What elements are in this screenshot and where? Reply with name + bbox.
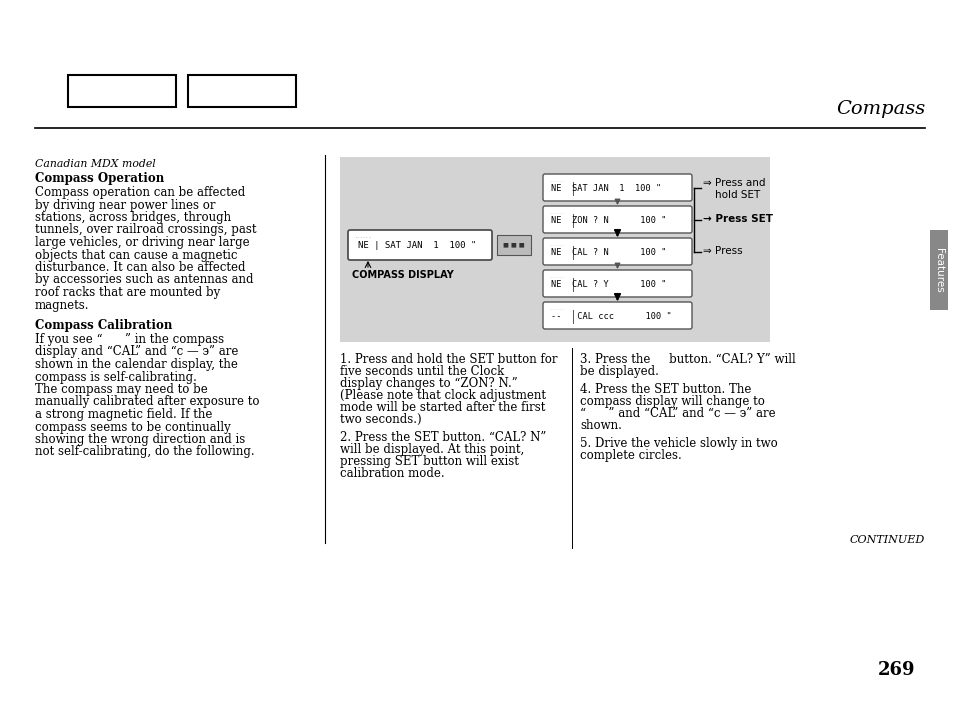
Text: by driving near power lines or: by driving near power lines or <box>35 199 215 212</box>
Text: manually calibrated after exposure to: manually calibrated after exposure to <box>35 395 259 408</box>
Text: compass seems to be continually: compass seems to be continually <box>35 420 231 434</box>
Text: showing the wrong direction and is: showing the wrong direction and is <box>35 433 245 446</box>
Bar <box>188 75 295 107</box>
Text: compass display will change to: compass display will change to <box>579 395 764 408</box>
Text: Canadian MDX model: Canadian MDX model <box>35 159 155 169</box>
Text: pressing SET button will exist: pressing SET button will exist <box>339 455 518 468</box>
Text: compass is self-calibrating.: compass is self-calibrating. <box>35 371 196 383</box>
Text: Compass Calibration: Compass Calibration <box>35 319 172 332</box>
Text: Compass Operation: Compass Operation <box>35 172 164 185</box>
FancyBboxPatch shape <box>542 270 691 297</box>
Text: (Please note that clock adjustment: (Please note that clock adjustment <box>339 389 545 402</box>
FancyBboxPatch shape <box>542 302 691 329</box>
Text: by accessories such as antennas and: by accessories such as antennas and <box>35 273 253 287</box>
FancyBboxPatch shape <box>348 230 492 260</box>
Bar <box>339 157 769 342</box>
Text: CONTINUED: CONTINUED <box>849 535 924 545</box>
Text: display and “CAL” and “с — э” are: display and “CAL” and “с — э” are <box>35 346 238 359</box>
Bar <box>929 230 947 310</box>
Text: ------: ------ <box>548 307 564 311</box>
Text: 269: 269 <box>877 661 914 679</box>
Text: objects that can cause a magnetic: objects that can cause a magnetic <box>35 248 237 261</box>
Text: shown.: shown. <box>579 419 621 432</box>
Text: ⇒ Press: ⇒ Press <box>702 246 741 256</box>
Text: Compass operation can be affected: Compass operation can be affected <box>35 186 245 199</box>
Text: not self-calibrating, do the following.: not self-calibrating, do the following. <box>35 445 254 459</box>
Text: NE  CAL ? N      100 ": NE CAL ? N 100 " <box>551 248 666 257</box>
Text: be displayed.: be displayed. <box>579 365 659 378</box>
Text: ------: ------ <box>548 275 564 279</box>
Text: roof racks that are mounted by: roof racks that are mounted by <box>35 286 220 299</box>
Text: If you see “      ” in the compass: If you see “ ” in the compass <box>35 333 224 346</box>
Text: NE  CAL ? Y      100 ": NE CAL ? Y 100 " <box>551 280 666 289</box>
Text: ------: ------ <box>548 211 564 215</box>
FancyBboxPatch shape <box>497 235 531 255</box>
Text: shown in the calendar display, the: shown in the calendar display, the <box>35 358 237 371</box>
Text: ⇒ Press and: ⇒ Press and <box>702 178 764 187</box>
Text: COMPASS DISPLAY: COMPASS DISPLAY <box>352 270 454 280</box>
Text: “      ” and “CAL” and “с — э” are: “ ” and “CAL” and “с — э” are <box>579 407 775 420</box>
FancyBboxPatch shape <box>542 174 691 201</box>
FancyBboxPatch shape <box>542 206 691 233</box>
Text: complete circles.: complete circles. <box>579 449 681 462</box>
Text: The compass may need to be: The compass may need to be <box>35 383 208 396</box>
Text: Compass: Compass <box>835 100 924 118</box>
Text: --   CAL ccc      100 ": -- CAL ccc 100 " <box>551 312 671 321</box>
Text: a strong magnetic field. If the: a strong magnetic field. If the <box>35 408 213 421</box>
Text: ------: ------ <box>548 243 564 247</box>
Text: ------: ------ <box>548 179 564 183</box>
Text: tunnels, over railroad crossings, past: tunnels, over railroad crossings, past <box>35 224 256 236</box>
Text: two seconds.): two seconds.) <box>339 413 421 426</box>
Text: NE | SAT JAN  1  100 ": NE | SAT JAN 1 100 " <box>357 241 476 251</box>
Text: 2. Press the SET button. “CAL? N”: 2. Press the SET button. “CAL? N” <box>339 431 546 444</box>
Text: 5. Drive the vehicle slowly in two: 5. Drive the vehicle slowly in two <box>579 437 777 450</box>
Text: mode will be started after the first: mode will be started after the first <box>339 401 545 414</box>
Text: display changes to “ZON? N.”: display changes to “ZON? N.” <box>339 377 517 390</box>
Text: NE  SAT JAN  1  100 ": NE SAT JAN 1 100 " <box>551 184 660 193</box>
Text: → Press SET: → Press SET <box>702 214 772 224</box>
Text: NE  ZON ? N      100 ": NE ZON ? N 100 " <box>551 216 666 225</box>
Text: 3. Press the     button. “CAL? Y” will: 3. Press the button. “CAL? Y” will <box>579 353 795 366</box>
Text: stations, across bridges, through: stations, across bridges, through <box>35 211 231 224</box>
Text: hold SET: hold SET <box>714 190 760 200</box>
Bar <box>68 75 175 107</box>
Text: ■ ■ ■: ■ ■ ■ <box>502 243 524 248</box>
Text: magnets.: magnets. <box>35 298 90 312</box>
Text: ------: ------ <box>354 235 371 240</box>
FancyBboxPatch shape <box>542 238 691 265</box>
Text: calibration mode.: calibration mode. <box>339 467 444 480</box>
Text: 4. Press the SET button. The: 4. Press the SET button. The <box>579 383 751 396</box>
Text: large vehicles, or driving near large: large vehicles, or driving near large <box>35 236 250 249</box>
Text: will be displayed. At this point,: will be displayed. At this point, <box>339 443 524 456</box>
Text: disturbance. It can also be affected: disturbance. It can also be affected <box>35 261 245 274</box>
Text: five seconds until the Clock: five seconds until the Clock <box>339 365 504 378</box>
Text: 1. Press and hold the SET button for: 1. Press and hold the SET button for <box>339 353 557 366</box>
Text: Features: Features <box>933 248 943 293</box>
